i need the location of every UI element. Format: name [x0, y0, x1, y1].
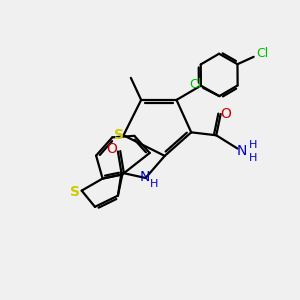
Text: H: H: [249, 153, 257, 163]
Text: H: H: [249, 140, 257, 150]
Text: Cl: Cl: [189, 78, 201, 91]
Text: S: S: [114, 128, 124, 142]
Text: O: O: [106, 142, 118, 155]
Text: S: S: [70, 185, 80, 199]
Text: O: O: [220, 107, 231, 121]
Text: N: N: [140, 170, 150, 184]
Text: H: H: [150, 179, 158, 190]
Text: N: N: [237, 145, 247, 158]
Text: Cl: Cl: [256, 47, 268, 60]
